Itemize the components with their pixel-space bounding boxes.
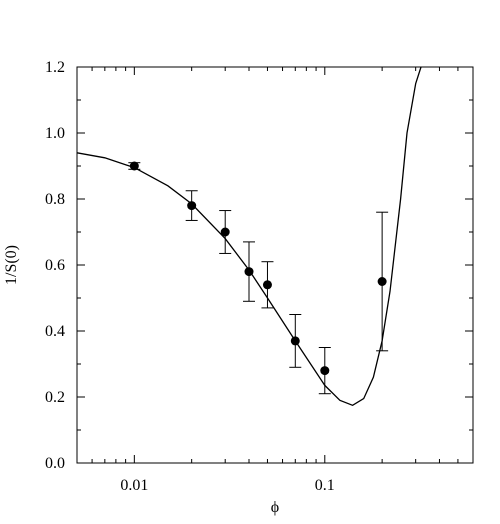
data-point-group — [128, 161, 141, 171]
data-point-group — [243, 241, 256, 302]
data-point — [129, 161, 139, 171]
data-points-layer — [128, 161, 389, 395]
x-tick-label: 0.1 — [315, 477, 335, 494]
data-point — [244, 267, 254, 277]
x-axis-label: ϕ — [271, 499, 279, 516]
y-tick-label: 0.6 — [45, 257, 65, 274]
fit-curve-line — [77, 67, 422, 407]
data-point-group — [261, 261, 274, 309]
y-tick-label: 0.8 — [45, 191, 65, 208]
data-point — [290, 336, 300, 346]
data-point — [187, 201, 197, 211]
plot-frame — [76, 66, 474, 464]
data-point-group — [219, 210, 232, 254]
data-point-group — [289, 314, 302, 368]
y-tick-label: 0.0 — [45, 455, 65, 472]
data-point-group — [376, 211, 389, 352]
fit-curve-layer — [77, 67, 422, 407]
data-point — [377, 277, 387, 286]
data-point — [262, 280, 272, 290]
y-tick-label: 0.4 — [45, 323, 65, 340]
y-tick-label: 1.2 — [45, 59, 65, 76]
y-axis-label: 1/S(0) — [3, 245, 20, 285]
data-point-group — [185, 190, 198, 221]
data-point — [220, 227, 230, 237]
y-tick-label: 0.2 — [45, 389, 65, 406]
data-point-group — [318, 347, 331, 395]
x-axis: 0.01 0.1 — [91, 67, 459, 494]
data-point — [320, 366, 330, 376]
y-axis: 0.0 0.2 0.4 0.6 0.8 1.0 1.2 — [45, 59, 473, 472]
y-tick-label: 1.0 — [45, 125, 65, 142]
x-tick-label: 0.01 — [120, 477, 148, 494]
